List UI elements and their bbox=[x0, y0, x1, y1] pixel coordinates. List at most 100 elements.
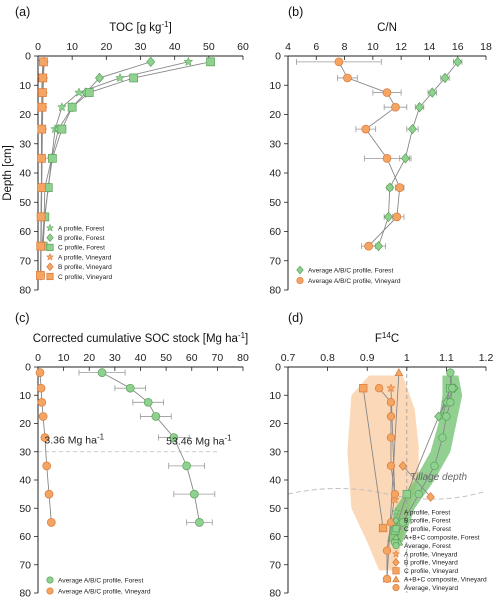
legend-label: A profile, Forest bbox=[404, 509, 450, 516]
y-tick-label: 50 bbox=[19, 197, 31, 209]
y-tick-label: 70 bbox=[269, 559, 281, 571]
series-line bbox=[39, 372, 52, 523]
data-point bbox=[400, 153, 410, 164]
data-point bbox=[195, 518, 204, 527]
data-point bbox=[361, 124, 371, 134]
data-point bbox=[47, 154, 57, 163]
legend-label: A profile, Vineyard bbox=[58, 254, 112, 261]
panel-title: Corrected cumulative SOC stock [Mg ha-1] bbox=[33, 331, 249, 345]
data-point bbox=[57, 102, 67, 112]
data-point bbox=[364, 241, 373, 251]
x-tick-label: 6 bbox=[313, 41, 319, 53]
legend-marker bbox=[46, 587, 54, 595]
legend-label: Average A/B/C profile, Forest bbox=[58, 577, 143, 584]
data-point bbox=[398, 518, 407, 527]
data-point bbox=[442, 412, 451, 421]
data-point bbox=[38, 88, 47, 97]
data-point bbox=[382, 88, 392, 97]
tillage-depth-label: Tillage depth bbox=[410, 472, 468, 483]
data-point bbox=[386, 433, 396, 442]
y-tick-label: 50 bbox=[269, 197, 281, 209]
data-point bbox=[146, 56, 156, 67]
legend-label: C profile, Forest bbox=[404, 526, 451, 533]
x-tick-label: 0 bbox=[35, 352, 41, 364]
data-point bbox=[395, 183, 405, 192]
data-point bbox=[151, 412, 161, 421]
series-line bbox=[42, 61, 211, 247]
y-tick-label: 60 bbox=[269, 531, 281, 543]
data-point bbox=[334, 57, 344, 67]
y-tick-label: 10 bbox=[19, 390, 31, 402]
data-point bbox=[115, 72, 125, 83]
legend-label: Average, Forest bbox=[404, 543, 451, 550]
x-tick-label: 40 bbox=[169, 41, 181, 53]
x-tick-label: 18 bbox=[480, 41, 492, 53]
y-tick-label: 80 bbox=[19, 588, 31, 600]
data-point bbox=[37, 124, 47, 134]
legend-label: A+B+C composite, Vineyard bbox=[404, 577, 487, 584]
data-point bbox=[189, 489, 199, 499]
data-point bbox=[385, 182, 395, 193]
y-tick-label: 10 bbox=[19, 80, 31, 92]
data-point bbox=[343, 73, 352, 83]
data-point bbox=[453, 56, 463, 67]
legend-marker bbox=[46, 576, 54, 584]
legend-marker bbox=[392, 558, 400, 567]
panel-3: Tillage depth 0.7 0.8 0.9 1 1.1 1.2 0 10 20 30 40 50… bbox=[269, 352, 493, 600]
data-point bbox=[390, 494, 400, 504]
panel-1: 4 6 8 10 12 14 16 18 0 10 20 30 40 50 60 70 80 Average A/… bbox=[269, 41, 492, 297]
legend-label: C profile, Vineyard bbox=[404, 568, 458, 575]
legend-marker bbox=[46, 272, 54, 281]
forest-stock-label: 53.46 Mg ha-1 bbox=[166, 434, 232, 448]
legend-label: Average A/B/C profile, Vineyard bbox=[58, 588, 151, 595]
legend-marker bbox=[296, 276, 304, 285]
data-point bbox=[448, 384, 457, 393]
legend-label: C profile, Vineyard bbox=[58, 274, 112, 281]
x-tick-label: 30 bbox=[135, 41, 147, 53]
data-point bbox=[426, 492, 435, 502]
y-tick-label: 60 bbox=[19, 531, 31, 543]
legend-marker bbox=[45, 223, 55, 232]
x-tick-label: 4 bbox=[285, 41, 291, 53]
x-tick-label: 10 bbox=[66, 41, 78, 53]
data-point bbox=[46, 518, 56, 527]
legend-marker bbox=[46, 243, 54, 251]
data-point bbox=[183, 56, 194, 67]
x-tick-label: 0 bbox=[35, 41, 41, 53]
data-point bbox=[36, 271, 45, 280]
data-point bbox=[402, 489, 411, 499]
data-point bbox=[398, 460, 408, 471]
legend-label: B profile, Vineyard bbox=[404, 560, 458, 567]
legend-marker bbox=[391, 549, 401, 558]
legend-marker bbox=[45, 252, 55, 261]
x-tick-label: 10 bbox=[367, 41, 379, 53]
legend-marker bbox=[392, 533, 400, 541]
data-point bbox=[414, 489, 423, 499]
y-tick-label: 10 bbox=[269, 390, 281, 402]
y-tick-label: 20 bbox=[19, 418, 31, 430]
data-point bbox=[374, 384, 384, 393]
x-tick-label: 80 bbox=[237, 352, 249, 364]
data-point bbox=[37, 397, 47, 407]
y-tick-label: 80 bbox=[19, 285, 31, 297]
y-tick-label: 0 bbox=[25, 51, 31, 63]
data-point bbox=[378, 523, 388, 533]
data-point bbox=[446, 368, 455, 377]
legend-marker bbox=[46, 262, 54, 272]
y-tick-label: 40 bbox=[19, 475, 31, 487]
series-line bbox=[442, 372, 451, 417]
legend-marker bbox=[392, 542, 400, 550]
data-point bbox=[386, 398, 396, 407]
legend-marker bbox=[391, 507, 401, 516]
x-tick-label: 20 bbox=[83, 352, 95, 364]
legend-marker bbox=[46, 233, 54, 243]
x-tick-label: 20 bbox=[100, 41, 112, 53]
panel-label: (d) bbox=[288, 311, 303, 325]
y-tick-label: 70 bbox=[269, 255, 281, 267]
y-tick-label: 30 bbox=[19, 138, 31, 150]
data-point bbox=[169, 433, 179, 442]
legend-marker bbox=[296, 265, 304, 275]
legend-label: Average A/B/C profile, Forest bbox=[308, 267, 393, 274]
y-tick-label: 10 bbox=[269, 80, 281, 92]
